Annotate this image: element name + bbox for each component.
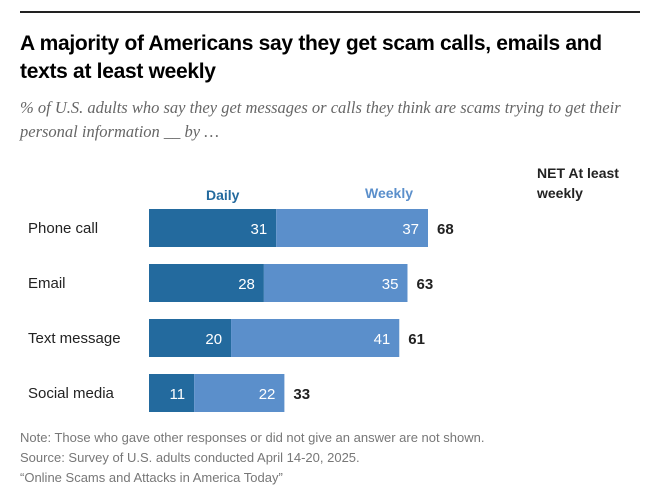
category-label: Social media bbox=[28, 385, 115, 402]
bar-value-label: 31 bbox=[251, 221, 268, 238]
category-label: Email bbox=[28, 275, 66, 292]
report-text: “Online Scams and Attacks in America Tod… bbox=[20, 470, 283, 485]
bar-weekly bbox=[276, 209, 428, 247]
net-value-label: 63 bbox=[416, 276, 433, 293]
bar-value-label: 22 bbox=[259, 386, 276, 403]
chart-title: A majority of Americans say they get sca… bbox=[20, 32, 602, 83]
top-rule bbox=[20, 11, 640, 13]
net-value-label: 33 bbox=[293, 386, 310, 403]
net-value-label: 61 bbox=[408, 331, 425, 348]
bar-daily bbox=[149, 319, 232, 357]
bar-value-label: 35 bbox=[382, 276, 399, 293]
chart-subtitle: % of U.S. adults who say they get messag… bbox=[20, 98, 621, 141]
bar-daily bbox=[149, 374, 195, 412]
category-label: Text message bbox=[28, 330, 121, 347]
category-label: Phone call bbox=[28, 220, 98, 237]
bar-value-label: 28 bbox=[238, 276, 255, 293]
legend-daily: Daily bbox=[206, 187, 240, 203]
bar-value-label: 37 bbox=[402, 221, 419, 238]
legend-net: NET At least weekly bbox=[537, 165, 619, 201]
note-text: Note: Those who gave other responses or … bbox=[20, 430, 485, 445]
bar-daily bbox=[149, 209, 277, 247]
legend-weekly: Weekly bbox=[365, 185, 413, 201]
bar-weekly bbox=[194, 374, 285, 412]
bar-value-label: 11 bbox=[170, 386, 186, 403]
net-value-label: 68 bbox=[437, 221, 454, 238]
bar-weekly bbox=[263, 264, 408, 302]
chart-notes: Note: Those who gave other responses or … bbox=[20, 428, 484, 488]
bar-daily bbox=[149, 264, 264, 302]
bar-weekly bbox=[231, 319, 400, 357]
bar-value-label: 20 bbox=[205, 331, 222, 348]
source-text: Source: Survey of U.S. adults conducted … bbox=[20, 450, 360, 465]
bar-value-label: 41 bbox=[374, 331, 391, 348]
